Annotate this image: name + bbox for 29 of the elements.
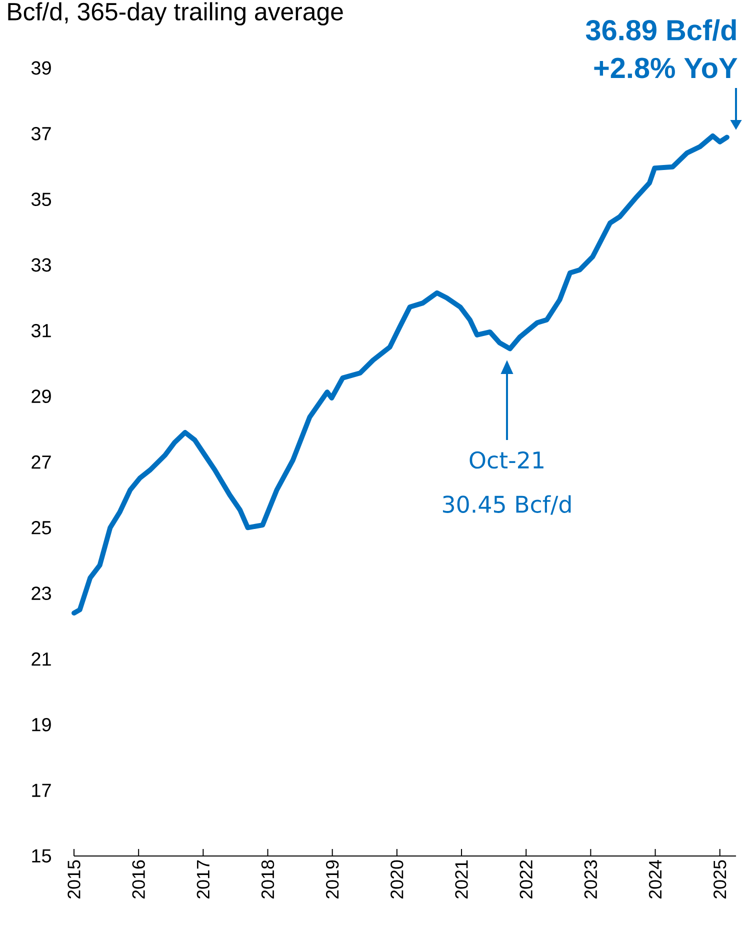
x-tick-label: 2017 (196, 860, 210, 898)
x-tick-label: 2021 (455, 860, 468, 898)
y-tick-label: 37 (31, 126, 51, 140)
annotation: 30.45 Bcf/d (442, 495, 571, 515)
y-tick-label: 33 (31, 258, 51, 272)
x-tick-label: 2024 (648, 860, 662, 898)
y-tick-label: 19 (32, 718, 51, 732)
annotation: +2.8% YoY (594, 58, 738, 78)
y-tick-label: 27 (32, 455, 51, 469)
y-tick-label: 29 (32, 390, 51, 404)
x-tick-label: 2016 (132, 860, 145, 898)
y-tick-label: 21 (32, 652, 51, 666)
annotation: Oct-21 (470, 451, 544, 469)
x-tick-label: 2022 (520, 860, 532, 898)
text: 36.89 Bcf/d (586, 19, 736, 41)
y-tick-label: 25 (32, 520, 52, 534)
x-tick-label: 2019 (326, 860, 339, 898)
x-tick-label: 2025 (714, 860, 726, 898)
y-tick-label: 23 (32, 586, 51, 600)
chart-subtitle: Bcf/d, 365-day trailing average (8, 2, 343, 26)
x-tick-label: 2020 (390, 860, 404, 898)
y-tick-label: 39 (31, 61, 51, 75)
x-tick-label: 2018 (261, 860, 274, 898)
y-tick-label: 31 (31, 324, 51, 338)
x-tick-label: 2015 (68, 860, 80, 898)
y-tick-label: 35 (31, 192, 52, 206)
y-tick-label: 15 (32, 849, 52, 863)
y-tick-label: 17 (32, 784, 51, 797)
x-tick-label: 2023 (584, 860, 598, 898)
